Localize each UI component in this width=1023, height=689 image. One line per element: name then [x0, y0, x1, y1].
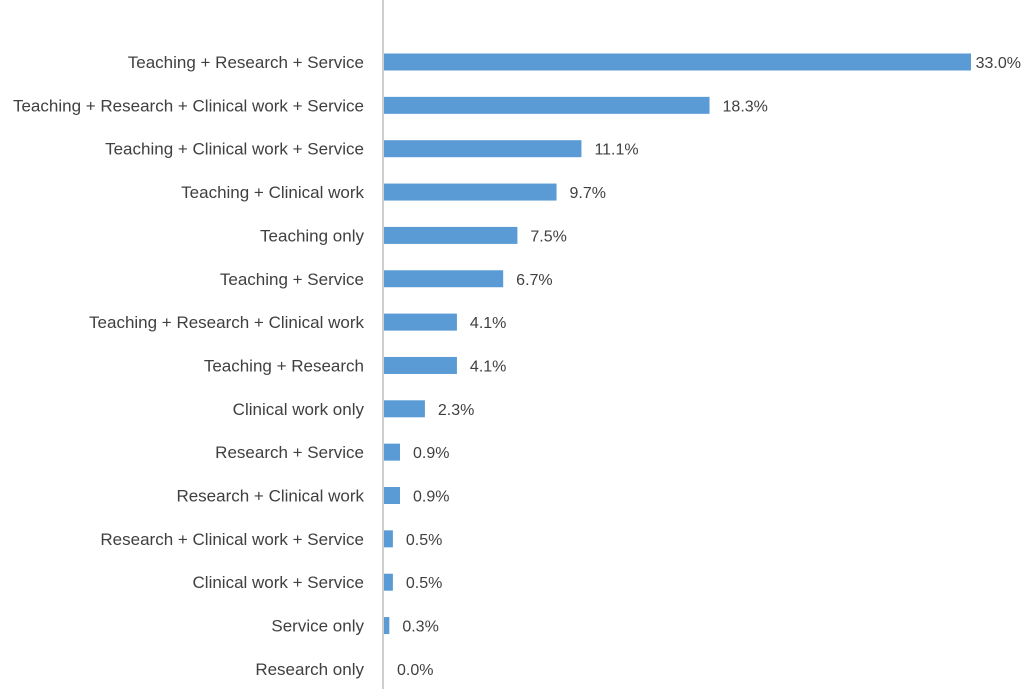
bar: [384, 530, 393, 548]
value-label: 6.7%: [516, 272, 552, 289]
category-label: Teaching + Research + Clinical work: [89, 313, 364, 332]
value-label: 0.5%: [406, 532, 442, 549]
category-label: Teaching + Service: [220, 270, 364, 289]
bar: [384, 400, 425, 418]
category-label: Clinical work only: [233, 400, 365, 419]
bar: [384, 487, 401, 504]
category-label: Research + Service: [215, 443, 364, 462]
value-label: 4.1%: [470, 315, 506, 332]
bar: [384, 313, 457, 331]
bar: [384, 573, 393, 591]
category-label: Teaching + Research: [204, 356, 364, 375]
value-label: 4.1%: [470, 358, 506, 375]
category-label: Teaching + Research + Clinical work + Se…: [13, 96, 364, 115]
category-label: Teaching + Research + Service: [128, 53, 364, 72]
category-label: Teaching + Clinical work + Service: [105, 140, 364, 159]
value-label: 0.9%: [413, 445, 449, 462]
category-label: Research + Clinical work + Service: [100, 530, 364, 549]
value-label: 9.7%: [570, 185, 606, 202]
bar: [384, 443, 401, 461]
bar: [384, 270, 504, 288]
bar: [384, 356, 457, 374]
value-labels-layer: 33.0% 18.3% 11.1% 9.7% 7.5% 6.7% 4.1% 4.1% 2.3% 0…: [397, 55, 1021, 679]
category-label: Research + Clinical work: [176, 487, 364, 506]
category-label: Clinical work + Service: [193, 573, 364, 592]
value-label: 0.0%: [397, 662, 433, 679]
bar: [384, 96, 710, 114]
bar: [384, 617, 390, 635]
value-label: 33.0%: [976, 55, 1021, 72]
bar: [384, 226, 518, 244]
value-label: 18.3%: [723, 98, 768, 115]
category-label: Teaching only: [260, 226, 364, 245]
value-label: 0.9%: [413, 489, 449, 506]
category-label: Teaching + Clinical work: [181, 183, 364, 202]
value-label: 2.3%: [438, 402, 474, 419]
bars-layer: [384, 53, 971, 635]
bar: [384, 140, 582, 158]
value-label: 0.5%: [406, 575, 442, 592]
category-labels-layer: Teaching + Research + Service Teaching + …: [13, 53, 365, 679]
category-label: Research only: [255, 660, 364, 679]
value-label: 0.3%: [402, 619, 438, 636]
bar: [384, 183, 557, 201]
value-label: 7.5%: [530, 228, 566, 245]
category-label: Service only: [271, 617, 364, 636]
value-label: 11.1%: [594, 142, 638, 159]
bar: [384, 53, 971, 71]
